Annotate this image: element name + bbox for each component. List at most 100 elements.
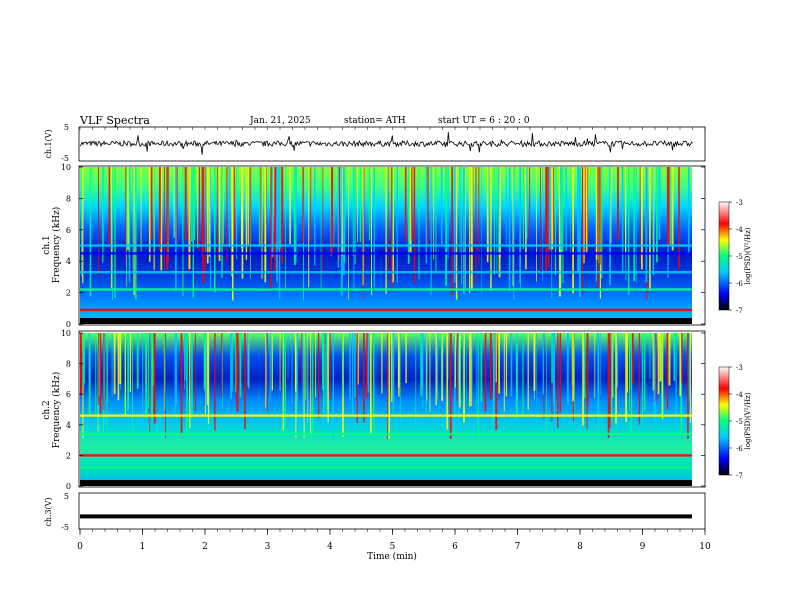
sferic-streak	[625, 333, 628, 422]
sferic-streak	[285, 167, 286, 291]
sferic-streak	[548, 167, 551, 250]
ytick-label: 10	[61, 329, 71, 338]
sferic-streak	[409, 167, 412, 254]
sferic-streak	[236, 333, 238, 405]
ytick-label: 6	[66, 226, 71, 235]
sferic-streak	[480, 333, 483, 402]
sferic-streak	[671, 167, 674, 251]
sferic-streak	[638, 333, 640, 425]
sferic-streak	[352, 333, 354, 420]
sferic-streak	[80, 333, 82, 395]
sferic-streak	[387, 167, 389, 271]
sferic-streak	[405, 333, 407, 384]
sferic-streak	[459, 333, 461, 408]
sferic-streak	[265, 333, 266, 409]
xtick-label: 1	[140, 542, 146, 552]
sferic-streak	[132, 167, 133, 271]
sferic-streak	[470, 167, 472, 291]
sferic-streak	[573, 333, 575, 420]
ch1-wave-ytick-bottom: -5	[61, 154, 69, 163]
sferic-streak	[666, 333, 668, 381]
sferic-streak	[221, 333, 223, 398]
sferic-streak	[342, 167, 345, 276]
sferic-streak	[302, 333, 304, 428]
sferic-streak	[322, 167, 324, 277]
sferic-streak	[135, 167, 137, 300]
sferic-streak	[153, 333, 156, 424]
sferic-streak	[418, 167, 420, 280]
sferic-streak	[349, 333, 351, 400]
sferic-streak	[102, 167, 104, 263]
sferic-streak	[84, 333, 85, 383]
sferic-streak	[627, 333, 628, 393]
emission-band	[80, 454, 692, 457]
sferic-streak	[585, 167, 588, 253]
sferic-streak	[392, 167, 394, 262]
sferic-streak	[266, 333, 268, 413]
sferic-streak	[565, 167, 567, 251]
xtick-label: 2	[202, 542, 208, 552]
sferic-streak	[675, 333, 677, 418]
sferic-streak	[112, 167, 113, 300]
sferic-streak	[599, 167, 601, 265]
sferic-streak	[302, 167, 304, 243]
sferic-streak	[232, 167, 234, 301]
ch2-spectrogram-bg	[80, 333, 692, 486]
sferic-streak	[295, 167, 297, 263]
sferic-streak	[150, 333, 152, 410]
sferic-streak	[688, 333, 690, 403]
sferic-streak	[214, 167, 216, 293]
ch1-colorbar-label: log(PSD)(V²/Hz)	[744, 227, 752, 284]
sferic-streak	[153, 167, 155, 249]
sferic-streak	[385, 167, 387, 294]
sferic-streak	[595, 167, 598, 260]
sferic-streak	[498, 333, 500, 394]
xtick-label: 8	[577, 542, 583, 552]
sferic-streak	[673, 333, 676, 381]
sferic-streak	[508, 167, 511, 292]
sferic-streak	[278, 167, 279, 250]
sferic-streak	[250, 167, 251, 279]
sferic-streak	[314, 167, 316, 266]
sferic-streak	[342, 333, 344, 396]
sferic-streak	[129, 333, 132, 393]
sferic-streak	[551, 167, 554, 250]
sferic-streak	[269, 333, 271, 402]
sferic-streak	[354, 333, 356, 398]
sferic-streak	[233, 167, 235, 239]
sferic-streak	[247, 167, 249, 246]
sferic-streak	[465, 333, 467, 401]
colorbar-tick-label: -7	[736, 307, 743, 315]
sferic-streak	[296, 333, 298, 434]
sferic-streak	[459, 167, 461, 254]
sferic-streak	[617, 167, 619, 241]
sferic-streak	[519, 167, 521, 284]
sferic-streak	[140, 167, 142, 252]
sferic-streak	[510, 333, 513, 397]
sferic-streak	[128, 167, 131, 283]
emission-band	[80, 288, 692, 291]
sferic-streak	[114, 167, 116, 298]
sferic-streak	[454, 333, 456, 419]
sferic-streak	[669, 167, 672, 245]
sferic-streak	[341, 167, 343, 256]
sferic-streak	[209, 167, 211, 291]
sferic-streak	[89, 167, 92, 297]
ytick-label: 10	[61, 163, 71, 172]
sferic-streak	[132, 333, 133, 438]
ch1-wave-ytick-top: 5	[64, 123, 69, 132]
ch1-spectrogram-panel: 0 2 4 6 8 10 ch.1 Frequency (kHz)	[42, 163, 706, 329]
sferic-streak	[192, 167, 194, 298]
sferic-streak	[218, 167, 221, 261]
sferic-streak	[310, 167, 312, 243]
sferic-streak	[205, 167, 206, 253]
sferic-streak	[133, 167, 135, 296]
sferic-streak	[339, 167, 341, 261]
sferic-streak	[470, 333, 472, 406]
sferic-streak	[529, 167, 531, 238]
date-label: Jan. 21, 2025	[249, 116, 311, 126]
sferic-streak	[111, 333, 113, 397]
sferic-streak	[398, 333, 401, 385]
sferic-streak	[184, 167, 187, 241]
sferic-streak	[496, 167, 498, 273]
